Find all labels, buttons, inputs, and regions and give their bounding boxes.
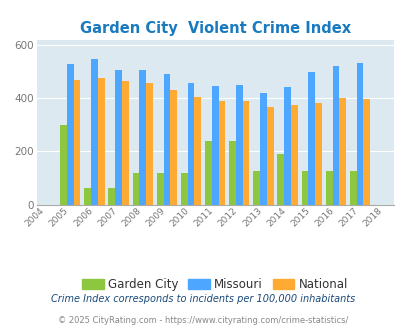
- Bar: [332, 66, 339, 205]
- Bar: [260, 93, 266, 205]
- Bar: [122, 81, 128, 205]
- Bar: [325, 171, 332, 205]
- Bar: [98, 79, 104, 205]
- Bar: [67, 64, 74, 205]
- Bar: [108, 188, 115, 205]
- Bar: [277, 154, 283, 205]
- Bar: [163, 74, 170, 205]
- Bar: [228, 141, 235, 205]
- Title: Garden City  Violent Crime Index: Garden City Violent Crime Index: [79, 21, 350, 36]
- Bar: [84, 188, 91, 205]
- Bar: [266, 107, 273, 205]
- Bar: [235, 85, 242, 205]
- Bar: [356, 63, 362, 205]
- Bar: [170, 90, 177, 205]
- Bar: [181, 173, 187, 205]
- Bar: [194, 97, 201, 205]
- Legend: Garden City, Missouri, National: Garden City, Missouri, National: [77, 273, 352, 296]
- Bar: [362, 99, 369, 205]
- Bar: [91, 59, 98, 205]
- Bar: [218, 101, 225, 205]
- Bar: [314, 103, 321, 205]
- Bar: [301, 171, 308, 205]
- Bar: [132, 173, 139, 205]
- Bar: [242, 101, 249, 205]
- Text: Crime Index corresponds to incidents per 100,000 inhabitants: Crime Index corresponds to incidents per…: [51, 294, 354, 304]
- Bar: [115, 70, 122, 205]
- Bar: [339, 98, 345, 205]
- Bar: [211, 86, 218, 205]
- Bar: [139, 70, 146, 205]
- Bar: [253, 171, 260, 205]
- Bar: [146, 83, 153, 205]
- Text: © 2025 CityRating.com - https://www.cityrating.com/crime-statistics/: © 2025 CityRating.com - https://www.city…: [58, 316, 347, 325]
- Bar: [156, 173, 163, 205]
- Bar: [205, 141, 211, 205]
- Bar: [284, 87, 290, 205]
- Bar: [187, 83, 194, 205]
- Bar: [308, 72, 314, 205]
- Bar: [74, 80, 80, 205]
- Bar: [290, 105, 297, 205]
- Bar: [349, 171, 356, 205]
- Bar: [60, 125, 67, 205]
